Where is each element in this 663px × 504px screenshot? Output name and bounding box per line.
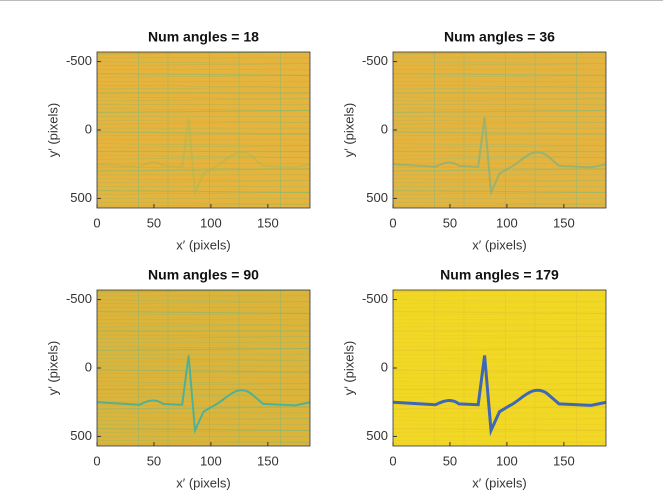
- x-tick-label: 0: [93, 215, 100, 230]
- y-tick-label: 0: [381, 121, 388, 136]
- image-content: [97, 290, 310, 446]
- y-tick-label: 0: [381, 359, 388, 374]
- x-tick-label: 0: [389, 215, 396, 230]
- x-axis-label: x′ (pixels): [176, 237, 230, 252]
- image-content: [393, 52, 606, 208]
- x-tick-label: 50: [443, 215, 457, 230]
- y-tick-label: 500: [366, 190, 388, 205]
- x-tick-label: 100: [200, 453, 222, 468]
- x-tick-label: 0: [93, 453, 100, 468]
- y-axis-label: y′ (pixels): [341, 103, 356, 157]
- x-tick-label: 100: [200, 215, 222, 230]
- y-tick-label: 500: [70, 190, 92, 205]
- y-axis-label: y′ (pixels): [341, 341, 356, 395]
- subplot-title: Num angles = 36: [444, 29, 555, 45]
- y-tick-label: 0: [85, 121, 92, 136]
- x-tick-label: 0: [389, 453, 396, 468]
- x-axis-label: x′ (pixels): [472, 475, 526, 490]
- x-tick-label: 50: [147, 215, 161, 230]
- x-tick-label: 50: [443, 453, 457, 468]
- y-axis-label: y′ (pixels): [45, 103, 60, 157]
- x-tick-label: 150: [553, 453, 575, 468]
- y-axis-label: y′ (pixels): [45, 341, 60, 395]
- y-tick-label: -500: [66, 53, 92, 68]
- subplot-title: Num angles = 18: [148, 29, 259, 45]
- x-tick-label: 50: [147, 453, 161, 468]
- x-axis-label: x′ (pixels): [176, 475, 230, 490]
- y-tick-label: -500: [362, 53, 388, 68]
- x-tick-label: 100: [496, 215, 518, 230]
- y-tick-label: -500: [66, 291, 92, 306]
- subplot-title: Num angles = 90: [148, 267, 259, 283]
- figure: 050100150-5000500Num angles = 18x′ (pixe…: [0, 0, 663, 504]
- x-tick-label: 100: [496, 453, 518, 468]
- x-tick-label: 150: [553, 215, 575, 230]
- image-content: [97, 52, 310, 208]
- x-tick-label: 150: [257, 453, 279, 468]
- y-tick-label: 500: [366, 428, 388, 443]
- image-content: [393, 290, 606, 446]
- y-tick-label: 0: [85, 359, 92, 374]
- x-axis-label: x′ (pixels): [472, 237, 526, 252]
- subplot-title: Num angles = 179: [440, 267, 559, 283]
- y-tick-label: -500: [362, 291, 388, 306]
- y-tick-label: 500: [70, 428, 92, 443]
- x-tick-label: 150: [257, 215, 279, 230]
